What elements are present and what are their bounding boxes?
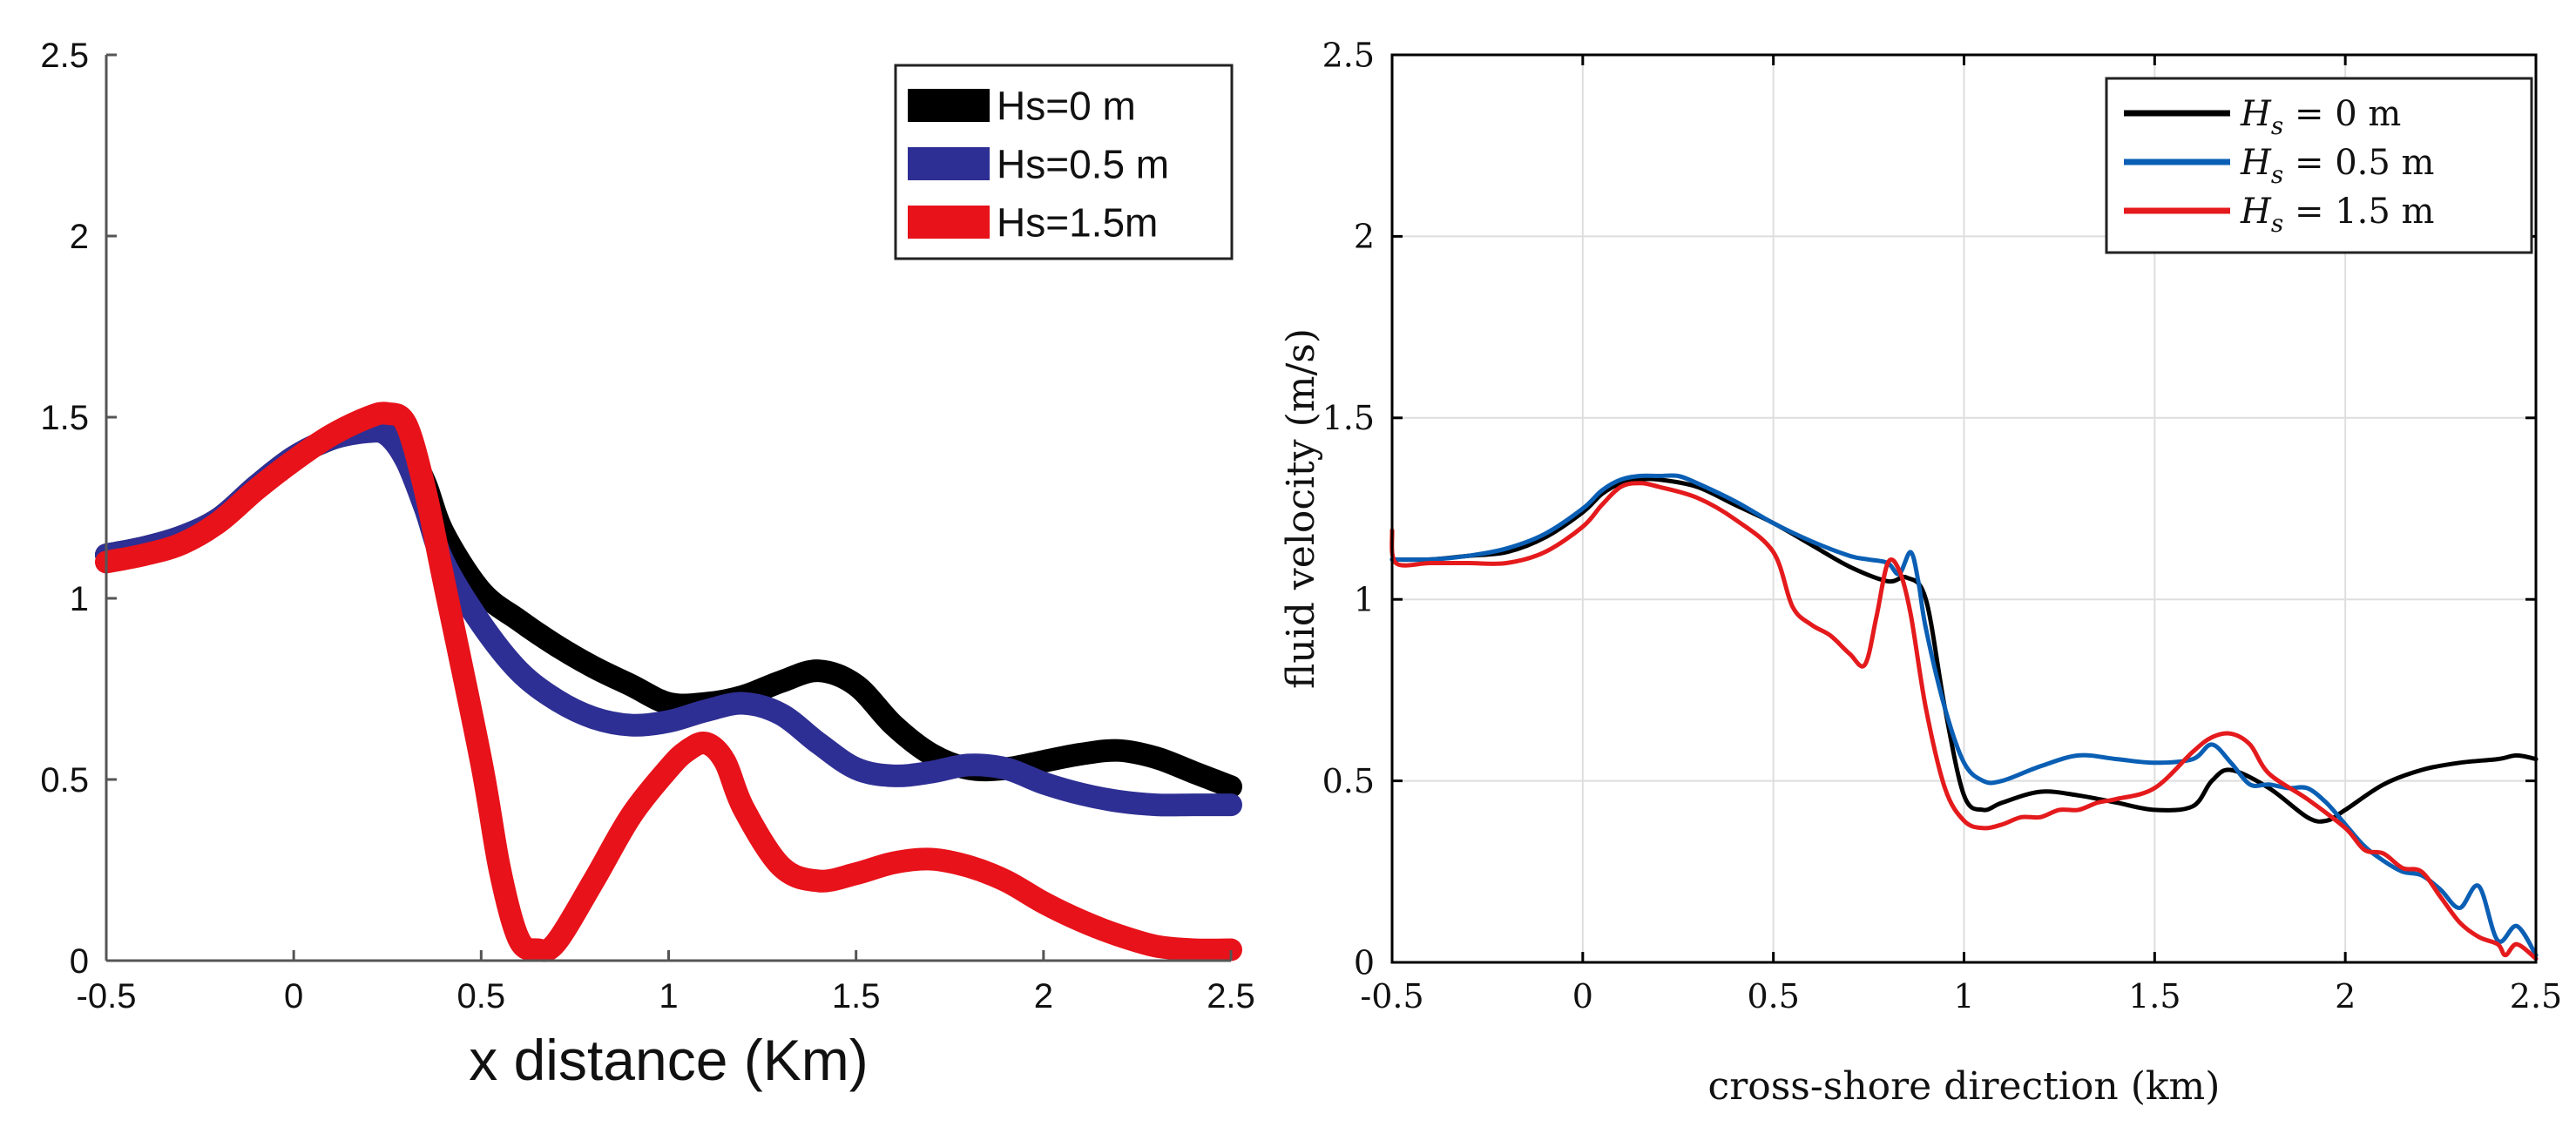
legend-label-2: Hs=0.5 m (997, 142, 1169, 187)
y-tick-label: 1 (1354, 581, 1375, 619)
y-tick-label: 0.5 (40, 761, 89, 800)
y-tick-label: 0 (70, 942, 89, 981)
x-tick-label: 0.5 (1747, 977, 1799, 1015)
series-line-1 (1389, 476, 2539, 824)
y-tick-label: 2.5 (1322, 36, 1375, 74)
x-tick-label: 1 (659, 977, 678, 1015)
y-axis-label: fluid velocity (m/s) (1279, 328, 1323, 689)
legend-label-subscript: s (2271, 111, 2283, 140)
y-tick-label: 2 (70, 218, 89, 256)
x-tick-label: -0.5 (77, 977, 137, 1015)
x-axis-label: x distance (Km) (469, 1028, 868, 1092)
legend-label-symbol: H (2240, 143, 2272, 183)
x-tick-label: 2.5 (1207, 977, 1255, 1015)
y-tick-label: 1.5 (1322, 399, 1375, 437)
legend-label-1: Hs = 0 m (2240, 94, 2401, 140)
legend-label-subscript: s (2271, 160, 2283, 189)
right-chart: -0.5 0 0.5 1 1.5 2 2.500.511.522.5cross-shore … (1279, 36, 2562, 1109)
x-tick-label: -0.5 (1360, 977, 1423, 1015)
legend-label-1: Hs=0 m (997, 84, 1136, 129)
legend-label-value: = 0.5 m (2283, 143, 2434, 183)
x-tick-label: 0.5 (457, 977, 506, 1015)
y-tick-label: 0.5 (1322, 762, 1375, 800)
y-tick-label: 2.5 (40, 37, 89, 75)
x-tick-label: 1.5 (2128, 977, 2180, 1015)
x-tick-label: 0 (284, 977, 303, 1015)
x-tick-label: 2 (2335, 977, 2356, 1015)
x-tick-label: 0 (1572, 977, 1593, 1015)
y-tick-label: 2 (1354, 218, 1375, 256)
series-line-3 (1389, 481, 2539, 961)
series-line-3 (95, 401, 1242, 962)
y-tick-label: 1.5 (40, 399, 89, 437)
legend: Hs = 0 mHs = 0.5 mHs = 1.5 m (2105, 77, 2533, 254)
x-tick-label: 2.5 (2510, 977, 2562, 1015)
legend-label-symbol: H (2240, 192, 2272, 232)
legend-box (2105, 77, 2533, 254)
x-tick-label: 2 (1034, 977, 1053, 1015)
x-tick-label: 1 (1953, 977, 1974, 1015)
legend-label-3: Hs = 1.5 m (2240, 192, 2434, 238)
legend-label-subscript: s (2271, 209, 2283, 238)
y-tick-label: 0 (1354, 943, 1375, 982)
x-tick-label: 1.5 (832, 977, 881, 1015)
legend-label-2: Hs = 0.5 m (2240, 143, 2434, 189)
y-tick-label: 1 (70, 580, 89, 618)
legend-label-symbol: H (2240, 94, 2272, 134)
series-line-2 (1389, 473, 2539, 958)
x-axis-label: cross-shore direction (km) (1708, 1064, 2221, 1109)
legend-label-value: = 0 m (2283, 94, 2401, 134)
legend-label-value: = 1.5 m (2283, 192, 2434, 232)
legend-label-3: Hs=1.5m (997, 200, 1158, 246)
left-chart: -0.5 0 0.5 1 1.5 2 2.500.511.522.5x distance (… (40, 37, 1254, 1092)
legend: Hs=0 m Hs=0.5 m Hs=1.5m (894, 64, 1234, 260)
